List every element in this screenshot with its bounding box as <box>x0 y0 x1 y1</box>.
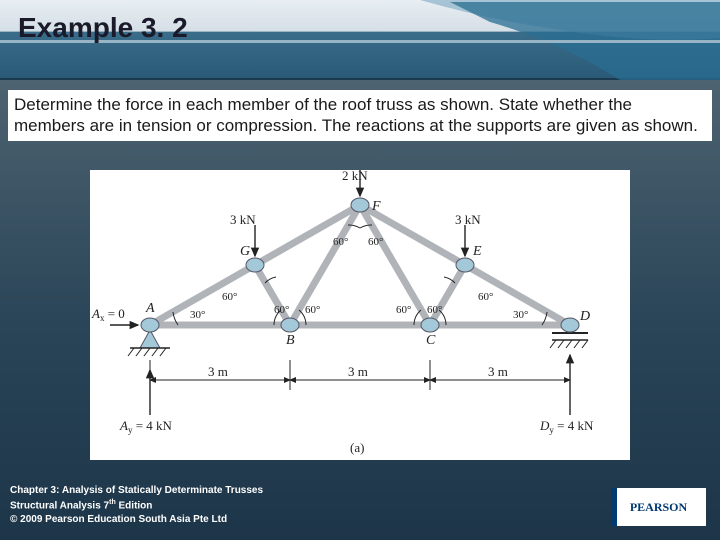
slide-footer: Chapter 3: Analysis of Statically Determ… <box>10 484 263 526</box>
svg-text:C: C <box>426 333 436 348</box>
svg-text:60°: 60° <box>333 236 348 248</box>
svg-text:F: F <box>371 199 381 214</box>
support-pin-A <box>128 330 170 356</box>
logo-text: PEARSON <box>630 500 687 515</box>
svg-text:60°: 60° <box>274 304 289 316</box>
svg-text:60°: 60° <box>427 304 442 316</box>
svg-text:3 kN: 3 kN <box>230 212 256 227</box>
svg-text:2 kN: 2 kN <box>342 170 368 183</box>
svg-text:30°: 30° <box>190 309 205 321</box>
svg-text:30°: 30° <box>513 309 528 321</box>
svg-text:3 m: 3 m <box>208 364 228 379</box>
svg-text:Ay = 4 kN: Ay = 4 kN <box>119 418 173 435</box>
svg-text:60°: 60° <box>478 291 493 303</box>
dimensions: 3 m 3 m 3 m <box>150 360 570 390</box>
problem-statement: Determine the force in each member of th… <box>8 90 712 141</box>
truss-figure: 30° 60° 60° 60° 60° 60° 60° 60° 60° 30° <box>90 170 630 460</box>
angle-marks <box>173 225 547 325</box>
figure-label: (a) <box>350 440 364 455</box>
svg-text:60°: 60° <box>396 304 411 316</box>
footer-line3: © 2009 Pearson Education South Asia Pte … <box>10 513 263 527</box>
support-roller-D <box>550 333 588 348</box>
svg-text:A: A <box>145 301 155 316</box>
pearson-logo: PEARSON <box>611 488 706 526</box>
svg-text:Dy = 4 kN: Dy = 4 kN <box>539 418 594 435</box>
svg-text:Ax = 0: Ax = 0 <box>91 306 125 323</box>
svg-text:E: E <box>472 244 482 259</box>
svg-text:3 kN: 3 kN <box>455 212 481 227</box>
footer-line2: Structural Analysis 7th Edition <box>10 498 263 513</box>
svg-text:60°: 60° <box>305 304 320 316</box>
truss-members <box>150 205 570 325</box>
svg-text:B: B <box>286 333 295 348</box>
slide-title: Example 3. 2 <box>18 12 188 44</box>
svg-text:60°: 60° <box>222 291 237 303</box>
svg-text:3 m: 3 m <box>348 364 368 379</box>
svg-text:3 m: 3 m <box>488 364 508 379</box>
footer-line1: Chapter 3: Analysis of Statically Determ… <box>10 484 263 498</box>
title-banner: Example 3. 2 <box>0 0 720 80</box>
svg-text:D: D <box>579 309 590 324</box>
svg-text:60°: 60° <box>368 236 383 248</box>
svg-text:G: G <box>240 244 250 259</box>
